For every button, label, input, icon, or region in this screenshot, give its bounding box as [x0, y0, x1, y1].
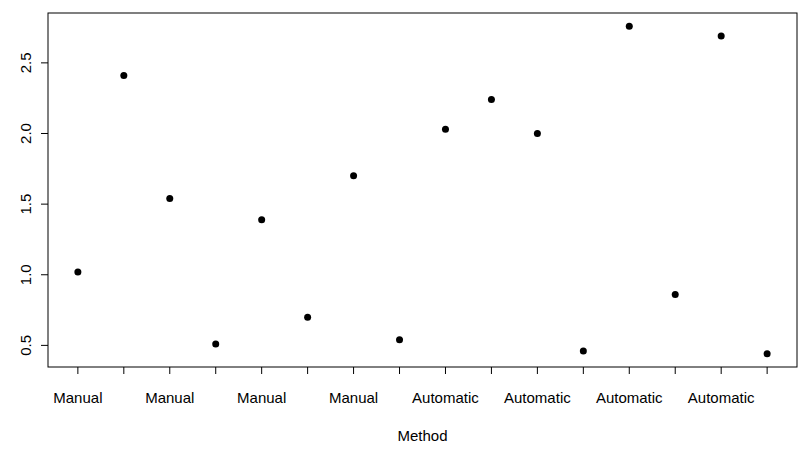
x-tick — [675, 367, 676, 374]
y-tick-label: 0.5 — [17, 335, 34, 356]
x-tick-label: Automatic — [504, 389, 571, 406]
point — [580, 348, 587, 355]
x-tick-label: Manual — [53, 389, 102, 406]
x-tick — [215, 367, 216, 374]
y-tick-label: 1.0 — [17, 264, 34, 285]
x-tick — [767, 367, 768, 374]
point — [626, 23, 633, 30]
x-tick — [261, 367, 262, 374]
point — [718, 33, 725, 40]
point — [166, 195, 173, 202]
point — [258, 216, 265, 223]
point — [74, 268, 81, 275]
point — [120, 72, 127, 79]
x-tick-label: Automatic — [688, 389, 755, 406]
point — [304, 314, 311, 321]
y-tick — [41, 133, 48, 134]
y-tick — [41, 345, 48, 346]
x-tick — [169, 367, 170, 374]
y-tick — [41, 62, 48, 63]
y-tick — [41, 204, 48, 205]
point — [764, 350, 771, 357]
point — [534, 130, 541, 137]
x-tick — [721, 367, 722, 374]
y-tick — [41, 274, 48, 275]
x-tick — [399, 367, 400, 374]
point — [488, 96, 495, 103]
y-tick-label: 2.5 — [17, 52, 34, 73]
x-tick-label: Manual — [145, 389, 194, 406]
plot-frame — [48, 13, 797, 367]
point — [212, 340, 219, 347]
point — [396, 336, 403, 343]
x-tick-label: Automatic — [596, 389, 663, 406]
y-tick-label: 2.0 — [17, 123, 34, 144]
x-tick — [77, 367, 78, 374]
point — [442, 126, 449, 133]
chart-container: Manual Manual Manual Manual Automatic Automat… — [0, 0, 806, 451]
y-tick-label: 1.5 — [17, 194, 34, 215]
point — [350, 172, 357, 179]
x-tick-label: Manual — [329, 389, 378, 406]
x-tick-label: Manual — [237, 389, 286, 406]
x-tick-label: Automatic — [412, 389, 479, 406]
x-tick — [353, 367, 354, 374]
x-tick — [445, 367, 446, 374]
x-axis-label: Method — [397, 427, 447, 444]
x-tick — [307, 367, 308, 374]
x-tick — [629, 367, 630, 374]
points — [74, 23, 770, 358]
x-tick — [123, 367, 124, 374]
x-tick — [583, 367, 584, 374]
chart: Manual Manual Manual Manual Automatic Automat… — [0, 0, 806, 451]
x-tick — [491, 367, 492, 374]
x-tick — [537, 367, 538, 374]
point — [672, 291, 679, 298]
